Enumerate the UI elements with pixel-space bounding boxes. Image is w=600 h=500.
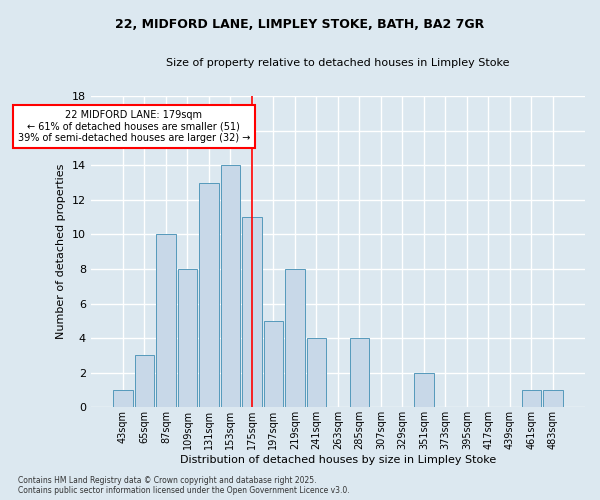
Bar [543, 390, 563, 407]
Text: Contains HM Land Registry data © Crown copyright and database right 2025.
Contai: Contains HM Land Registry data © Crown c… [18, 476, 350, 495]
Text: 22, MIDFORD LANE, LIMPLEY STOKE, BATH, BA2 7GR: 22, MIDFORD LANE, LIMPLEY STOKE, BATH, B… [115, 18, 485, 30]
Bar [242, 217, 262, 408]
X-axis label: Distribution of detached houses by size in Limpley Stoke: Distribution of detached houses by size … [180, 455, 496, 465]
Bar [178, 269, 197, 407]
Bar [156, 234, 176, 408]
Bar [285, 269, 305, 407]
Bar [307, 338, 326, 407]
Bar [414, 372, 434, 408]
Bar [264, 321, 283, 408]
Bar [221, 165, 240, 408]
Text: 22 MIDFORD LANE: 179sqm
← 61% of detached houses are smaller (51)
39% of semi-de: 22 MIDFORD LANE: 179sqm ← 61% of detache… [17, 110, 250, 143]
Bar [135, 356, 154, 408]
Bar [521, 390, 541, 407]
Y-axis label: Number of detached properties: Number of detached properties [56, 164, 66, 340]
Bar [199, 182, 218, 408]
Bar [350, 338, 369, 407]
Title: Size of property relative to detached houses in Limpley Stoke: Size of property relative to detached ho… [166, 58, 509, 68]
Bar [113, 390, 133, 407]
